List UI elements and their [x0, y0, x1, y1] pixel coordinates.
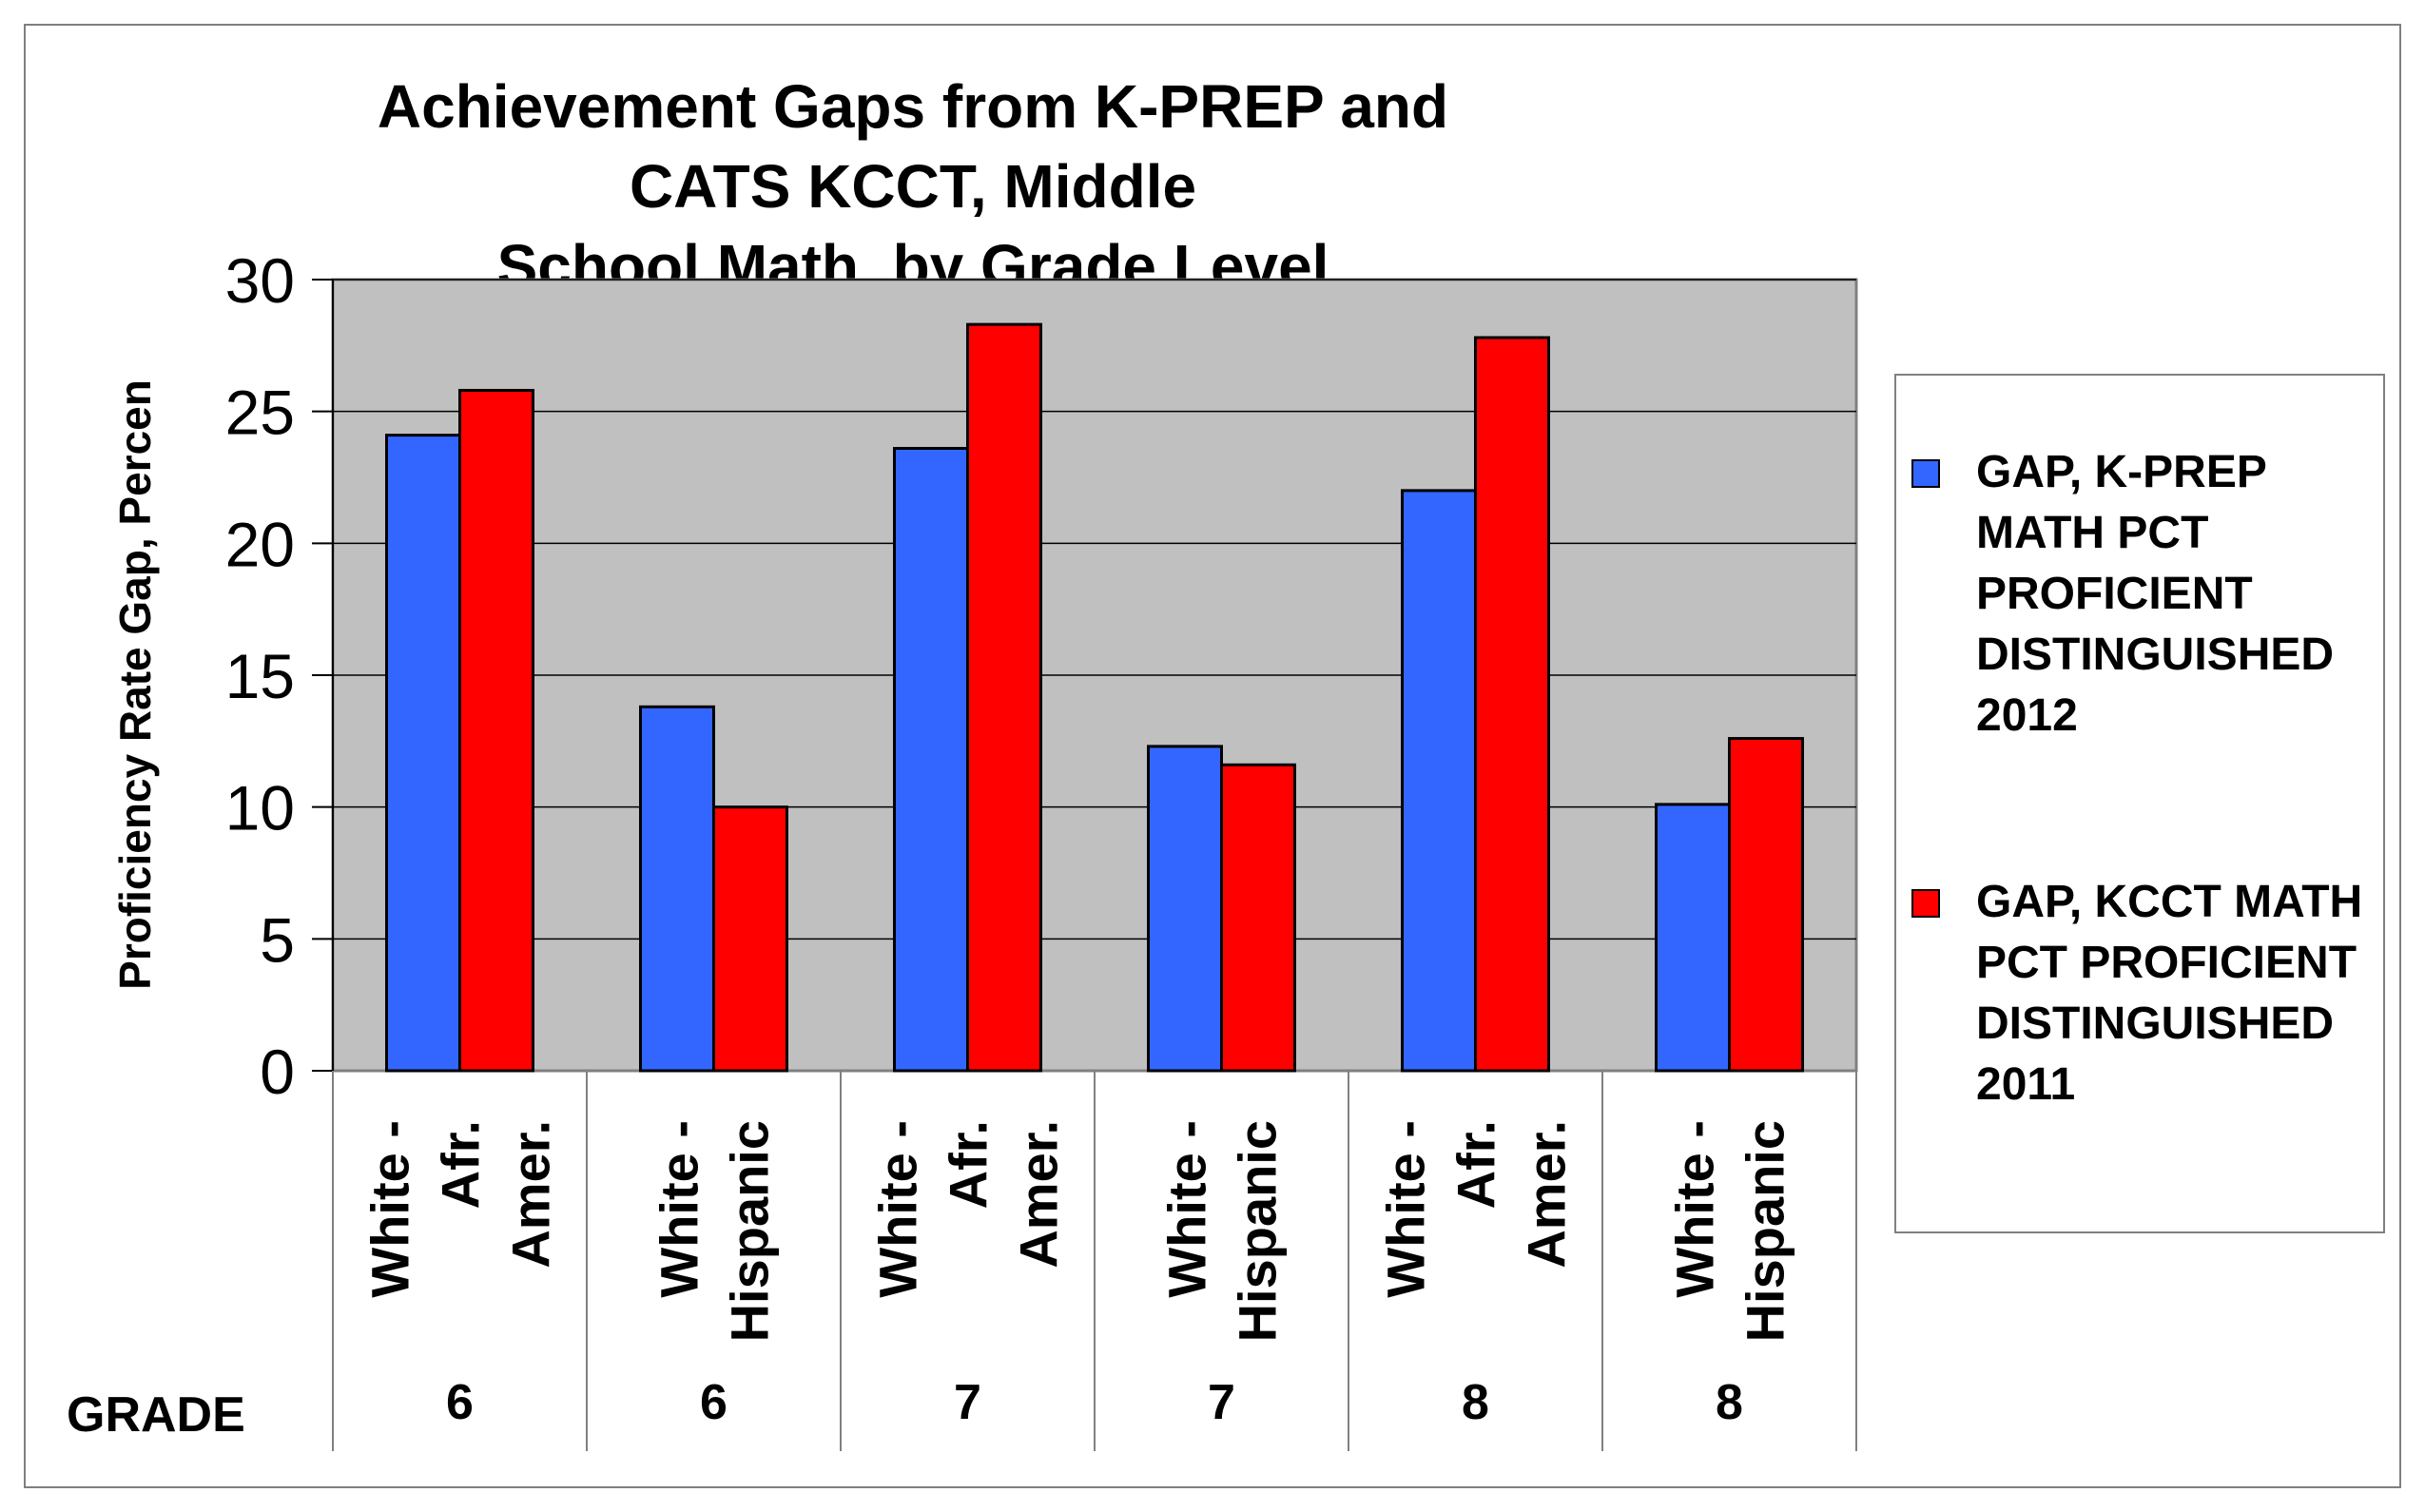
y-tick-label: 25: [225, 378, 295, 448]
legend: GAP, K-PREP MATH PCT PROFICIENT DISTINGU…: [1894, 374, 2385, 1233]
legend-label-line: PROFICIENT: [1976, 569, 2253, 619]
legend-label-line: 2011: [1976, 1059, 2076, 1110]
y-tick-label: 10: [225, 773, 295, 843]
legend-label-line: PCT PROFICIENT: [1976, 938, 2357, 988]
bar-kcct-2011: [1220, 763, 1296, 1073]
legend-label-line: MATH PCT: [1976, 508, 2209, 558]
category-label: Hispanic: [1228, 1120, 1288, 1342]
category-label: White -: [1665, 1120, 1725, 1298]
chart-frame: [24, 24, 2401, 1488]
category-label: White -: [868, 1120, 928, 1298]
y-axis-title: Proficiency Rate Gap, Percen: [110, 379, 160, 990]
category-label: Amer.: [501, 1120, 561, 1269]
legend-label-line: DISTINGUISHED: [1976, 630, 2335, 680]
y-tick-label: 30: [225, 245, 295, 316]
bar-kprep-2012: [1655, 803, 1731, 1073]
category-label: Amer.: [1009, 1120, 1069, 1269]
grade-label: 8: [1462, 1375, 1489, 1430]
legend-label-kcct-2011: GAP, KCCT MATH PCT PROFICIENT DISTINGUIS…: [1976, 872, 2385, 1115]
grade-label: 7: [1208, 1375, 1235, 1430]
y-tick-label: 20: [225, 509, 295, 579]
category-label: White -: [1157, 1120, 1217, 1298]
legend-label-line: GAP, KCCT MATH: [1976, 877, 2363, 927]
bar-kcct-2011: [966, 322, 1042, 1073]
bar-kprep-2012: [385, 434, 461, 1073]
bar-kcct-2011: [1474, 336, 1550, 1073]
bar-kcct-2011: [1728, 737, 1804, 1073]
chart-title-line: Achievement Gaps from K-PREP and CATS KC…: [377, 72, 1449, 221]
grade-label: 8: [1716, 1375, 1743, 1430]
legend-swatch-kprep-2012: [1911, 459, 1940, 488]
legend-label-line: DISTINGUISHED: [1976, 998, 2335, 1049]
bar-kcct-2011: [712, 805, 788, 1073]
category-label: Hispanic: [1736, 1120, 1795, 1342]
category-label: Afr.: [1446, 1120, 1506, 1209]
legend-label-line: 2012: [1976, 690, 2078, 741]
bar-kprep-2012: [639, 705, 715, 1073]
grade-label: 6: [700, 1375, 728, 1430]
bar-kprep-2012: [893, 446, 969, 1073]
grade-label: 7: [954, 1375, 981, 1430]
y-tick-label: 0: [260, 1037, 295, 1107]
category-label: Afr.: [939, 1120, 999, 1209]
x-axis-title: GRADE: [67, 1387, 245, 1443]
legend-swatch-kcct-2011: [1911, 889, 1940, 918]
category-label: Afr.: [431, 1120, 491, 1209]
y-tick-label: 15: [225, 641, 295, 711]
legend-label-line: GAP, K-PREP: [1976, 447, 2267, 497]
category-label: White -: [360, 1120, 420, 1298]
legend-label-kprep-2012: GAP, K-PREP MATH PCT PROFICIENT DISTINGU…: [1976, 442, 2385, 746]
category-label: White -: [650, 1120, 709, 1298]
category-label: Hispanic: [720, 1120, 780, 1342]
y-tick-label: 5: [260, 904, 295, 975]
bar-kcct-2011: [458, 388, 534, 1073]
bar-kprep-2012: [1401, 489, 1477, 1073]
bar-kprep-2012: [1147, 745, 1223, 1073]
category-label: Amer.: [1517, 1120, 1577, 1269]
grade-label: 6: [446, 1375, 474, 1430]
category-label: White -: [1376, 1120, 1436, 1298]
